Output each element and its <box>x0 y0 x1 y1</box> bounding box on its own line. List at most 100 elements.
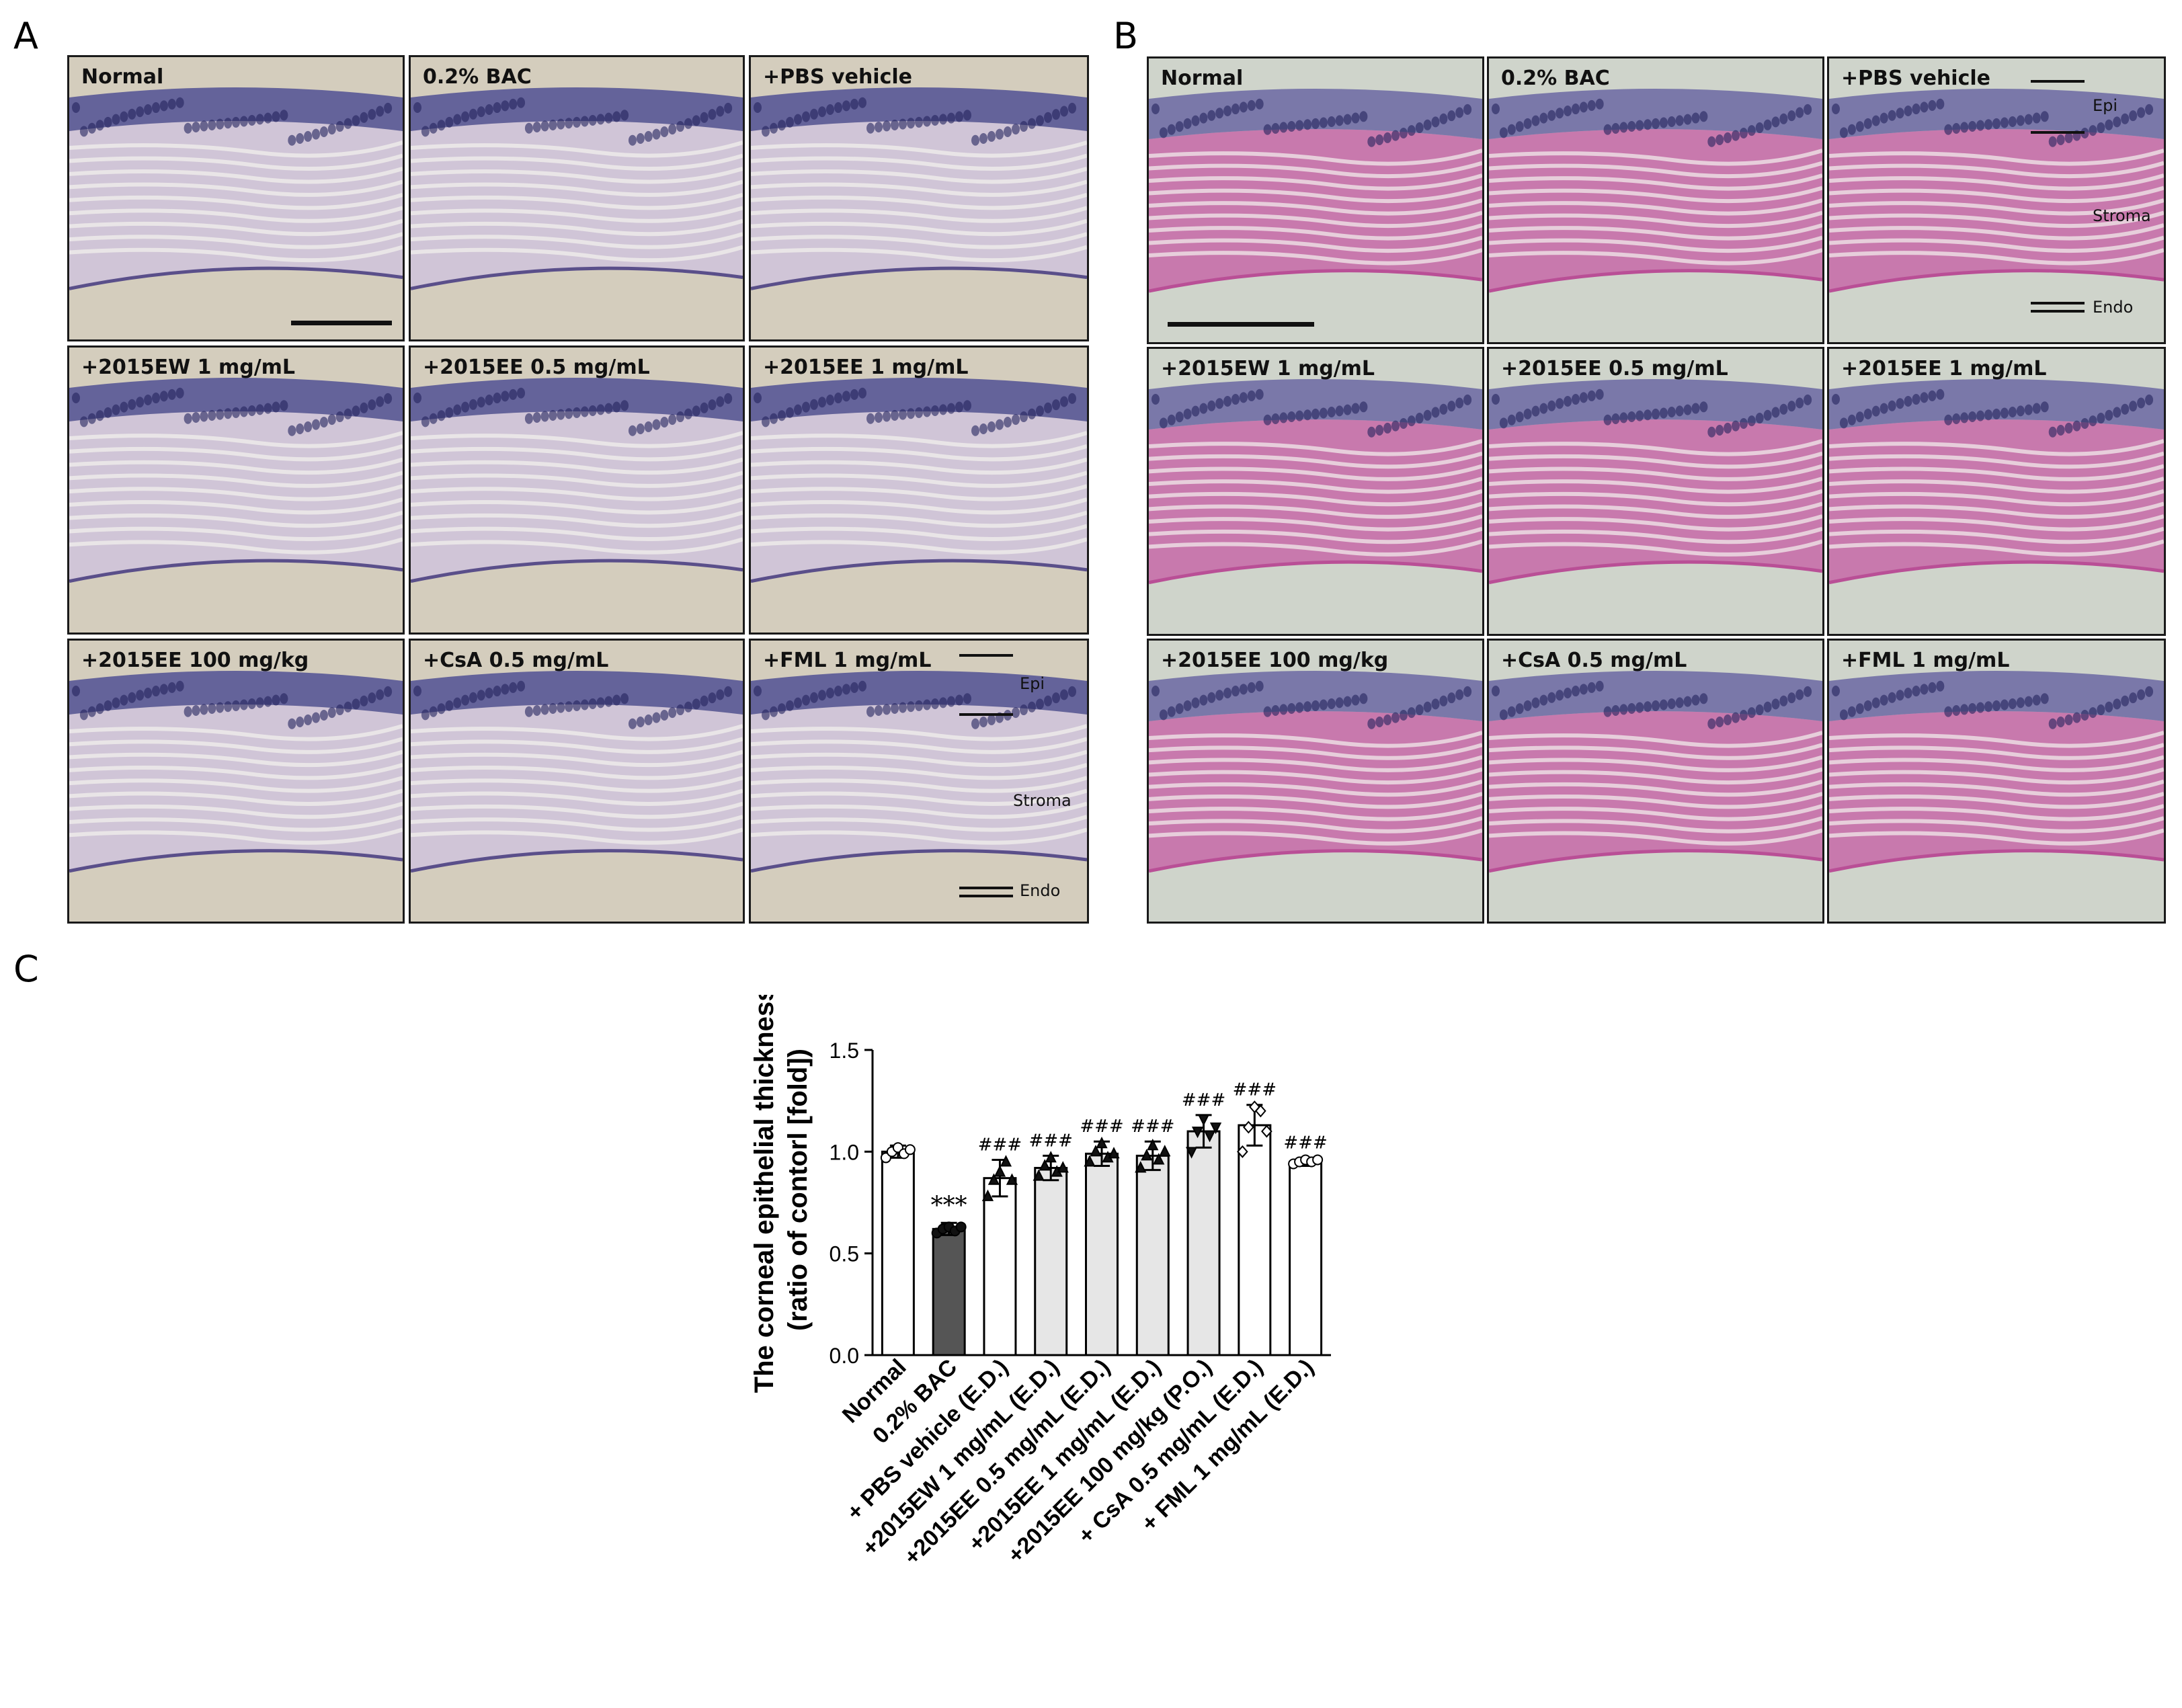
endothelium-line <box>1489 560 1822 585</box>
cell-nucleus <box>87 706 96 717</box>
cell-nucleus <box>1231 394 1240 405</box>
data-point <box>1057 1161 1069 1173</box>
cell-nucleus <box>1904 396 1912 407</box>
significance-label: ### <box>1080 1116 1123 1137</box>
cell-nucleus <box>1407 125 1416 136</box>
stroma-lamella <box>411 776 743 793</box>
stroma-lamella <box>1149 186 1482 204</box>
significance-label: ### <box>1233 1080 1277 1100</box>
cell-nucleus <box>1724 714 1732 725</box>
stroma-lamella <box>1149 210 1482 229</box>
cell-nucleus <box>296 716 305 727</box>
cell-nucleus <box>247 698 256 710</box>
cell-nucleus <box>1804 394 1812 405</box>
stroma-lamella <box>1829 526 2164 544</box>
cell-nucleus <box>445 407 454 418</box>
cell-nucleus <box>1515 121 1524 132</box>
cell-nucleus <box>200 704 208 715</box>
stroma-lamella <box>751 153 1087 171</box>
stroma-lamella <box>751 497 1087 515</box>
bar-group: ### <box>978 1135 1022 1356</box>
cell-nucleus <box>112 697 120 708</box>
stroma-lamella <box>751 431 1087 448</box>
stroma-lamella <box>69 153 403 171</box>
epithelium-layer <box>411 378 743 421</box>
cell-nucleus <box>660 416 669 428</box>
cell-nucleus <box>1863 118 1872 129</box>
stroma-lamella <box>411 801 743 819</box>
cell-nucleus <box>421 709 430 721</box>
cell-nucleus <box>1839 127 1848 138</box>
stroma-lamella <box>1829 161 2164 179</box>
cell-nucleus <box>247 405 256 417</box>
cell-nucleus <box>152 686 160 697</box>
cell-nucleus <box>1439 403 1448 415</box>
cell-nucleus <box>644 421 653 432</box>
cell-nucleus <box>1611 705 1620 717</box>
micrograph-a-2015ew-1: +2015EW 1 mg/mL <box>67 345 405 635</box>
y-axis-label-line1: The corneal epithelial thickness <box>750 995 779 1393</box>
stroma-lamella <box>1489 477 1822 494</box>
cell-nucleus <box>255 114 264 125</box>
stroma-lamella <box>1489 161 1822 179</box>
cell-nucleus <box>344 408 352 419</box>
cell-nucleus <box>159 391 168 402</box>
cell-nucleus <box>79 416 88 428</box>
cell-nucleus <box>708 692 717 704</box>
cell-nucleus <box>1263 706 1272 717</box>
stroma-lamella <box>1149 501 1482 519</box>
cell-nucleus <box>1659 117 1668 128</box>
cell-nucleus <box>1904 688 1912 699</box>
cell-nucleus <box>1279 412 1288 423</box>
cell-nucleus <box>604 112 613 124</box>
bar <box>1034 1167 1068 1356</box>
cell-nucleus <box>1515 411 1524 423</box>
cell-nucleus <box>1880 112 1888 124</box>
data-point <box>1191 1127 1204 1139</box>
cell-nucleus <box>376 106 385 117</box>
cell-nucleus <box>280 400 288 411</box>
cell-nucleus <box>1547 692 1556 703</box>
stroma-lamella <box>411 749 743 768</box>
stroma-lamella <box>1149 804 1482 821</box>
endothelium-line <box>1149 849 1482 873</box>
cell-nucleus <box>2113 116 2122 128</box>
cell-nucleus <box>1191 405 1200 417</box>
cell-nucleus <box>915 116 923 128</box>
bar <box>1289 1160 1323 1356</box>
cell-nucleus <box>2008 698 2017 710</box>
cell-nucleus <box>565 118 573 129</box>
cell-nucleus <box>842 391 850 402</box>
stroma-lamella <box>1149 767 1482 785</box>
cell-nucleus <box>1595 680 1604 692</box>
cell-nucleus <box>1359 401 1368 413</box>
cell-nucleus <box>1327 407 1336 418</box>
cell-nucleus <box>477 397 485 408</box>
endothelium-line <box>411 266 743 290</box>
cell-nucleus <box>1928 682 1937 693</box>
cell-nucleus <box>580 699 589 710</box>
cell-nucleus <box>1191 115 1200 126</box>
cell-nucleus <box>1439 695 1448 706</box>
cell-nucleus <box>1587 390 1596 401</box>
micrograph-label: +2015EW 1 mg/mL <box>81 356 296 379</box>
cell-nucleus <box>1732 130 1740 141</box>
cell-nucleus <box>1564 106 1572 117</box>
cell-nucleus <box>1191 697 1200 708</box>
cell-nucleus <box>200 411 208 422</box>
cell-nucleus <box>1319 117 1328 128</box>
cell-nucleus <box>272 111 280 122</box>
cell-nucleus <box>509 389 518 400</box>
cell-nucleus <box>1779 113 1788 124</box>
stroma-lamella <box>69 431 403 448</box>
micrograph-label: +FML 1 mg/mL <box>763 649 932 672</box>
cell-nucleus <box>296 423 305 434</box>
endo-annotation: Endo <box>1020 881 1061 900</box>
bar <box>1135 1154 1170 1356</box>
micrograph-label: +CsA 0.5 mg/mL <box>423 649 609 672</box>
cell-nucleus <box>344 118 352 129</box>
cell-nucleus <box>1644 409 1652 421</box>
cell-nucleus <box>1587 99 1596 111</box>
cell-nucleus <box>1175 411 1184 423</box>
stroma-lamella <box>1829 791 2164 809</box>
